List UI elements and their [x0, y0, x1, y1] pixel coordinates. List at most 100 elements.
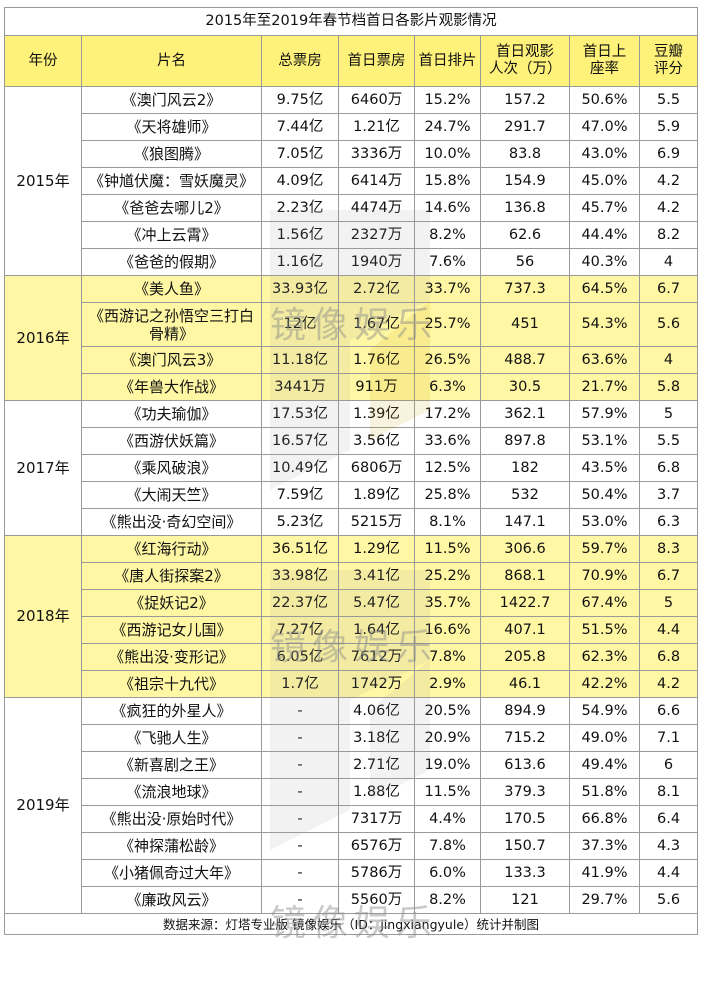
first-day-admissions-cell: 613.6 — [480, 751, 570, 779]
film-name-cell: 《乘风破浪》 — [81, 454, 262, 482]
table-row: 2016年 《美人鱼》 33.93亿 2.72亿 33.7% 737.3 64.5% 6.7 — [4, 275, 699, 401]
douban-score-cell: 5.6 — [638, 302, 699, 347]
first-day-screening-cell: 7.6% — [414, 248, 481, 276]
douban-score-cell: 4.4 — [638, 859, 699, 887]
film-name-cell: 《廉政风云》 — [81, 886, 262, 914]
total-box-office-cell: 7.59亿 — [261, 481, 339, 509]
first-day-occupancy-cell: 45.7% — [569, 194, 640, 222]
douban-score-cell: 6.3 — [638, 508, 699, 536]
first-day-occupancy-cell: 64.5% — [569, 275, 640, 303]
douban-score-cell: 4.3 — [638, 832, 699, 860]
first-day-admissions-cell: 451 — [480, 302, 570, 347]
first-day-box-office-cell: 4474万 — [338, 194, 415, 222]
first-day-occupancy-cell: 37.3% — [569, 832, 640, 860]
table-row: 2015年 《澳门风云2》 9.75亿 6460万 15.2% 157.2 50.6% 5.5 — [4, 86, 699, 276]
header-first-day-screening: 首日排片 — [414, 35, 481, 87]
first-day-occupancy-cell: 51.8% — [569, 778, 640, 806]
total-box-office-cell: 3441万 — [261, 373, 339, 401]
table-row: 《爸爸的假期》 1.16亿 1940万 7.6% 56 40.3% 4 — [5, 248, 699, 276]
footer-row: 数据来源：灯塔专业版 镜像娱乐（ID：jingxiangyule）统计并制图 — [3, 913, 699, 935]
first-day-box-office-cell: 4.06亿 — [338, 697, 415, 725]
table-row: 《新喜剧之王》 -2.71亿 19.0% 613.6 49.4% 6 — [5, 751, 699, 779]
first-day-box-office-cell: 2.71亿 — [338, 751, 415, 779]
header-row: 年份 片名 总票房 首日票房 首日排片 首日观影人次（万） 首日上座率 豆瓣评分 — [4, 35, 699, 87]
first-day-admissions-cell: 121 — [480, 886, 570, 914]
first-day-screening-cell: 16.6% — [414, 616, 481, 644]
first-day-screening-cell: 7.8% — [414, 832, 481, 860]
first-day-admissions-cell: 133.3 — [480, 859, 570, 887]
first-day-screening-cell: 8.2% — [414, 886, 481, 914]
total-box-office-cell: 22.37亿 — [261, 589, 339, 617]
film-name-cell: 《澳门风云2》 — [81, 86, 262, 114]
douban-score-cell: 5.8 — [638, 373, 699, 401]
table-row: 《冲上云霄》 1.56亿 2327万 8.2% 62.6 44.4% 8.2 — [5, 221, 699, 249]
total-box-office-cell: 7.27亿 — [261, 616, 339, 644]
first-day-occupancy-cell: 40.3% — [569, 248, 640, 276]
first-day-screening-cell: 11.5% — [414, 535, 481, 563]
table-row: 《熊出没·变形记》 6.05亿 7612万 7.8% 205.8 62.3% 6.8 — [5, 643, 699, 671]
first-day-occupancy-cell: 47.0% — [569, 113, 640, 141]
first-day-occupancy-cell: 29.7% — [569, 886, 640, 914]
first-day-admissions-cell: 306.6 — [480, 535, 570, 563]
total-box-office-cell: - — [261, 778, 339, 806]
first-day-box-office-cell: 1.89亿 — [338, 481, 415, 509]
table-row: 《年兽大作战》 3441万 911万 6.3% 30.5 21.7% 5.8 — [5, 373, 699, 401]
first-day-screening-cell: 20.5% — [414, 697, 481, 725]
film-name-cell: 《美人鱼》 — [81, 275, 262, 303]
first-day-box-office-cell: 3336万 — [338, 140, 415, 168]
film-name-cell: 《功夫瑜伽》 — [81, 400, 262, 428]
header-douban-score: 豆瓣评分 — [638, 35, 699, 87]
film-name-cell: 《年兽大作战》 — [81, 373, 262, 401]
table-row: 《小猪佩奇过大年》 -5786万 6.0% 133.3 41.9% 4.4 — [5, 859, 699, 887]
douban-score-cell: 6.9 — [638, 140, 699, 168]
douban-score-cell: 4.2 — [638, 670, 699, 698]
first-day-screening-cell: 15.2% — [414, 86, 481, 114]
first-day-admissions-cell: 83.8 — [480, 140, 570, 168]
first-day-box-office-cell: 6460万 — [338, 86, 415, 114]
first-day-box-office-cell: 6414万 — [338, 167, 415, 195]
year-cell: 2019年 — [4, 697, 82, 914]
douban-score-cell: 8.3 — [638, 535, 699, 563]
table-row: 《大闹天竺》 7.59亿 1.89亿 25.8% 532 50.4% 3.7 — [5, 481, 699, 509]
first-day-box-office-cell: 3.18亿 — [338, 724, 415, 752]
total-box-office-cell: 36.51亿 — [261, 535, 339, 563]
first-day-screening-cell: 25.2% — [414, 562, 481, 590]
first-day-admissions-cell: 1422.7 — [480, 589, 570, 617]
first-day-screening-cell: 8.1% — [414, 508, 481, 536]
table-row: 《廉政风云》 -5560万 8.2% 121 29.7% 5.6 — [5, 886, 699, 914]
first-day-occupancy-cell: 63.6% — [569, 346, 640, 374]
film-name-cell: 《钟馗伏魔：雪妖魔灵》 — [81, 167, 262, 195]
film-name-cell: 《熊出没·变形记》 — [81, 643, 262, 671]
first-day-screening-cell: 6.3% — [414, 373, 481, 401]
year-cell: 2015年 — [4, 86, 82, 276]
total-box-office-cell: 9.75亿 — [261, 86, 339, 114]
first-day-box-office-cell: 7612万 — [338, 643, 415, 671]
film-name-cell: 《小猪佩奇过大年》 — [81, 859, 262, 887]
table-row: 《祖宗十九代》 1.7亿 1742万 2.9% 46.1 42.2% 4.2 — [5, 670, 699, 698]
douban-score-cell: 7.1 — [638, 724, 699, 752]
table-row: 2017年 《功夫瑜伽》 17.53亿 1.39亿 17.2% 362.1 57.9% 5 — [4, 400, 699, 536]
first-day-admissions-cell: 379.3 — [480, 778, 570, 806]
first-day-box-office-cell: 5786万 — [338, 859, 415, 887]
first-day-occupancy-cell: 66.8% — [569, 805, 640, 833]
douban-score-cell: 5.6 — [638, 886, 699, 914]
header-first-day-occupancy: 首日上座率 — [569, 35, 640, 87]
first-day-box-office-cell: 2327万 — [338, 221, 415, 249]
douban-score-cell: 4 — [638, 248, 699, 276]
first-day-occupancy-cell: 41.9% — [569, 859, 640, 887]
total-box-office-cell: - — [261, 805, 339, 833]
table-row: 《澳门风云3》 11.18亿 1.76亿 26.5% 488.7 63.6% 4 — [5, 346, 699, 374]
first-day-occupancy-cell: 67.4% — [569, 589, 640, 617]
total-box-office-cell: 7.44亿 — [261, 113, 339, 141]
table-title: 2015年至2019年春节档首日各影片观影情况 — [3, 7, 699, 36]
douban-score-cell: 5 — [638, 400, 699, 428]
first-day-box-office-cell: 5215万 — [338, 508, 415, 536]
film-name-cell: 《熊出没·原始时代》 — [81, 805, 262, 833]
first-day-screening-cell: 33.6% — [414, 427, 481, 455]
first-day-occupancy-cell: 70.9% — [569, 562, 640, 590]
table-row: 《狼图腾》 7.05亿 3336万 10.0% 83.8 43.0% 6.9 — [5, 140, 699, 168]
film-name-cell: 《冲上云霄》 — [81, 221, 262, 249]
film-name-cell: 《西游伏妖篇》 — [81, 427, 262, 455]
film-name-cell: 《新喜剧之王》 — [81, 751, 262, 779]
douban-score-cell: 4 — [638, 346, 699, 374]
